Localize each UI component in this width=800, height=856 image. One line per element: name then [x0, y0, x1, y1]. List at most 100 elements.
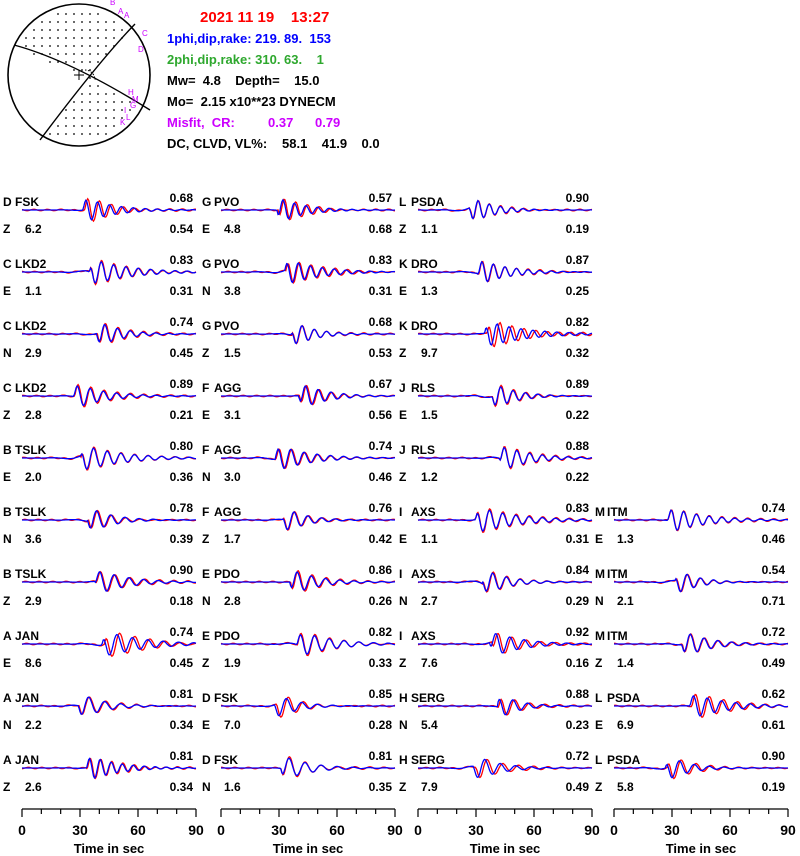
trace-panel: M ITM E 1.3 0.74 0.46 [595, 501, 789, 546]
trace-group-letter: F [202, 381, 209, 395]
trace-group-letter: C [3, 257, 12, 271]
trace-cc: 0.54 [762, 563, 786, 577]
compression-dot [89, 93, 91, 95]
trace-group-letter: K [399, 257, 408, 271]
compression-dot [89, 13, 91, 15]
trace-vr: 0.45 [170, 656, 194, 670]
trace-time-shift: 2.1 [617, 594, 634, 608]
trace-time-shift: 2.9 [25, 594, 42, 608]
trace-vr: 0.46 [762, 532, 786, 546]
trace-group-letter: E [202, 567, 210, 581]
trace-cc: 0.87 [566, 253, 590, 267]
trace-time-shift: 1.6 [224, 780, 241, 794]
trace-group-letter: B [3, 443, 12, 457]
trace-panel: C LKD2 Z 2.8 0.89 0.21 [3, 377, 197, 422]
trace-panel: G PVO Z 1.5 0.68 0.53 [202, 315, 396, 360]
x-axis-title: Time in sec [470, 841, 541, 856]
trace-station: PDO [214, 567, 240, 581]
trace-time-shift: 1.1 [25, 284, 42, 298]
compression-dot [65, 117, 67, 119]
trace-station: AGG [214, 443, 241, 457]
observed-trace [417, 321, 593, 348]
trace-station: LKD2 [15, 319, 47, 333]
trace-station: ITM [607, 629, 628, 643]
trace-group-letter: L [595, 753, 602, 767]
station-letter: G [130, 101, 136, 110]
compression-dot [81, 53, 83, 55]
compression-dot [57, 21, 59, 23]
trace-vr: 0.42 [369, 532, 393, 546]
trace-station: SERG [411, 691, 445, 705]
nodal-plane-1-params: 1phi,dip,rake: 219. 89. 153 [167, 31, 331, 46]
trace-group-letter: D [3, 195, 12, 209]
compression-dot [81, 101, 83, 103]
trace-component: N [399, 594, 408, 608]
tick-label: 60 [329, 822, 345, 838]
trace-time-shift: 2.8 [224, 594, 241, 608]
trace-time-shift: 5.4 [421, 718, 438, 732]
trace-component: E [595, 532, 603, 546]
trace-cc: 0.89 [170, 377, 194, 391]
compression-dot [81, 29, 83, 31]
trace-station: PVO [214, 195, 239, 209]
trace-cc: 0.74 [170, 315, 194, 329]
trace-group-letter: G [202, 195, 211, 209]
trace-station: RLS [411, 443, 435, 457]
station-letter: B [110, 0, 115, 7]
compression-dot [49, 45, 51, 47]
synthetic-trace [22, 385, 196, 407]
station-letter: D [138, 45, 144, 54]
tick-label: 0 [217, 822, 225, 838]
trace-cc: 0.76 [369, 501, 393, 515]
trace-time-shift: 1.3 [617, 532, 634, 546]
trace-panel: K DRO Z 9.7 0.82 0.32 [399, 315, 593, 360]
trace-vr: 0.31 [170, 284, 194, 298]
compression-dot [57, 61, 59, 63]
compression-dot [49, 21, 51, 23]
trace-panel: L PSDA E 6.9 0.62 0.61 [595, 687, 789, 732]
nodal-plane-2-params: 2phi,dip,rake: 310. 63. 1 [167, 52, 324, 67]
synthetic-trace [614, 509, 789, 531]
trace-cc: 0.72 [762, 625, 786, 639]
trace-vr: 0.26 [369, 594, 393, 608]
tick-label: 90 [188, 822, 204, 838]
compression-dot [57, 125, 59, 127]
trace-time-shift: 2.7 [421, 594, 438, 608]
station-letter: I [124, 106, 126, 115]
synthetic-trace [418, 698, 593, 716]
compression-dot [65, 37, 67, 39]
nodal-plane-1 [13, 44, 151, 111]
trace-component: N [399, 718, 408, 732]
compression-dot [113, 93, 115, 95]
time-axis: 0 30 60 90 Time in sec [217, 808, 403, 856]
compression-dot [65, 53, 67, 55]
trace-group-letter: H [399, 691, 408, 705]
compression-dot [49, 37, 51, 39]
trace-time-shift: 2.9 [25, 346, 42, 360]
compression-dot [57, 53, 59, 55]
compression-dot [49, 29, 51, 31]
trace-time-shift: 1.5 [421, 408, 438, 422]
trace-vr: 0.53 [369, 346, 393, 360]
compression-dot [113, 125, 115, 127]
trace-station: ITM [607, 567, 628, 581]
compression-dot [65, 125, 67, 127]
trace-cc: 0.83 [170, 253, 194, 267]
synthetic-trace [418, 323, 593, 346]
trace-cc: 0.86 [369, 563, 393, 577]
compression-dot [121, 37, 123, 39]
compression-dot [57, 13, 59, 15]
trace-component: Z [399, 346, 406, 360]
trace-panel: G PVO E 4.8 0.57 0.68 [202, 191, 396, 236]
trace-cc: 0.74 [762, 501, 786, 515]
trace-panel: F AGG Z 1.7 0.76 0.42 [202, 501, 396, 546]
time-axes: 0 30 60 90 Time in sec 0 30 60 90 Time in sec 0 30 6… [18, 808, 796, 856]
synthetic-trace [221, 448, 396, 469]
trace-station: JAN [15, 629, 39, 643]
compression-dot [121, 117, 123, 119]
trace-component: Z [399, 222, 406, 236]
